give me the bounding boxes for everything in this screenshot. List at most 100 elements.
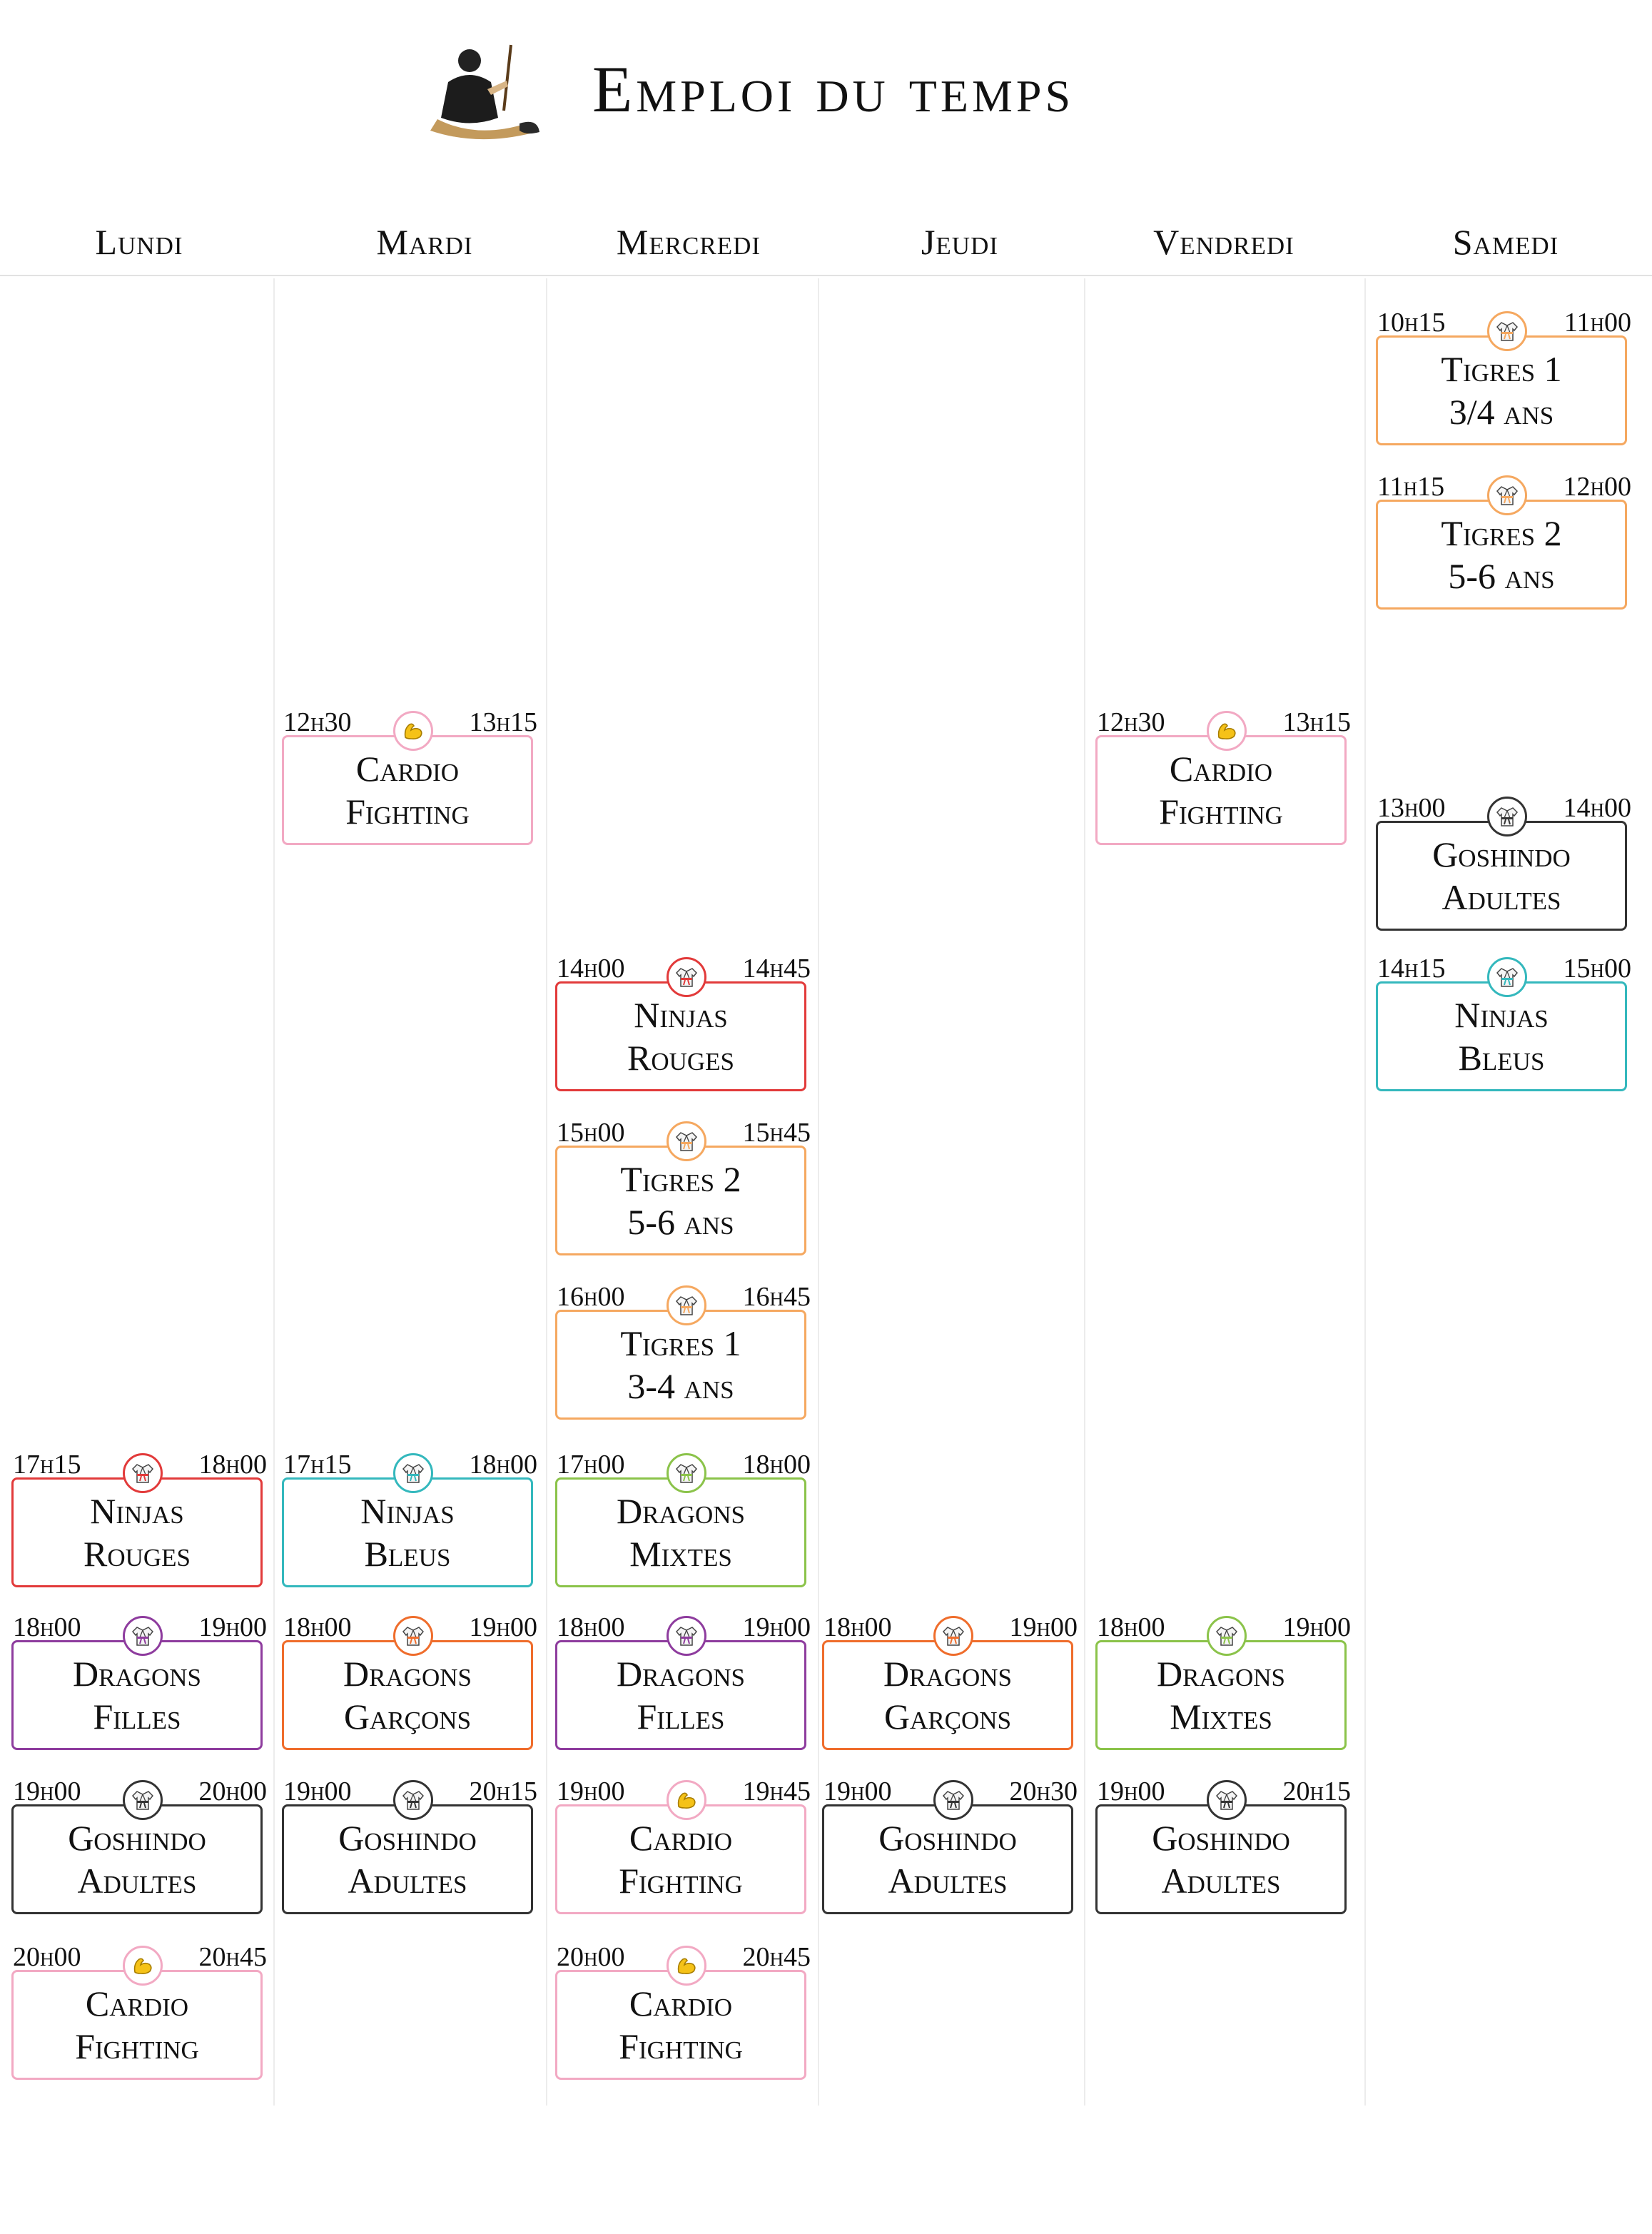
class-slot[interactable]: 15h00 15h45 Tigres 2 5-6 ans: [555, 1117, 812, 1255]
karate-gi-icon: [402, 1791, 425, 1810]
class-card[interactable]: Goshindo Adultes: [282, 1804, 533, 1914]
class-card[interactable]: Dragons Mixtes: [1095, 1640, 1347, 1750]
class-card[interactable]: Dragons Filles: [555, 1640, 806, 1750]
class-slot[interactable]: 18h00 19h00 Dragons Garçons: [822, 1612, 1079, 1750]
class-card[interactable]: Tigres 2 5-6 ans: [1376, 500, 1627, 610]
karate-gi-icon: [675, 1296, 698, 1315]
slot-end-time: 18h00: [198, 1450, 268, 1480]
class-name: Goshindo: [338, 1818, 477, 1858]
class-card[interactable]: Ninjas Rouges: [11, 1477, 263, 1587]
class-card[interactable]: Goshindo Adultes: [11, 1804, 263, 1914]
class-card[interactable]: Cardio Fighting: [1095, 735, 1347, 845]
class-slot[interactable]: 19h00 20h30 Goshindo Adultes: [822, 1776, 1079, 1914]
karate-gi-icon: [675, 968, 698, 987]
class-name: Goshindo: [1432, 834, 1571, 874]
class-slot[interactable]: 20h00 20h45 Cardio Fighting: [555, 1941, 812, 2080]
column-divider: [546, 278, 547, 2106]
class-name: Ninjas: [90, 1491, 184, 1531]
class-slot[interactable]: 20h00 20h45 Cardio Fighting: [11, 1941, 268, 2080]
slot-end-time: 19h00: [198, 1612, 268, 1642]
karate-gi-icon: [131, 1627, 154, 1646]
slot-end-time: 19h00: [1009, 1612, 1078, 1642]
class-slot[interactable]: 18h00 19h00 Dragons Garçons: [282, 1612, 539, 1750]
class-name: Cardio: [355, 749, 460, 789]
class-name: Goshindo: [878, 1818, 1017, 1858]
class-slot[interactable]: 17h15 18h00 Ninjas Rouges: [11, 1449, 268, 1587]
slot-end-time: 19h00: [742, 1612, 811, 1642]
class-name: Goshindo: [1152, 1818, 1290, 1858]
class-name: Cardio: [1169, 749, 1273, 789]
class-slot[interactable]: 14h15 15h00 Ninjas Bleus: [1376, 953, 1633, 1091]
class-slot[interactable]: 19h00 20h00 Goshindo Adultes: [11, 1776, 268, 1914]
class-card[interactable]: Cardio Fighting: [555, 1970, 806, 2080]
class-card[interactable]: Cardio Fighting: [11, 1970, 263, 2080]
class-slot[interactable]: 10h15 11h00 Tigres 1 3/4 ans: [1376, 307, 1633, 445]
class-subtitle: Rouges: [627, 1038, 735, 1078]
class-slot[interactable]: 14h00 14h45 Ninjas Rouges: [555, 953, 812, 1091]
slot-start-time: 18h00: [824, 1612, 892, 1642]
column-divider: [1364, 278, 1366, 2106]
class-slot[interactable]: 19h00 20h15 Goshindo Adultes: [1095, 1776, 1352, 1914]
martial-arts-badge: [933, 1780, 973, 1820]
class-subtitle: Fighting: [1159, 792, 1283, 832]
slot-end-time: 13h15: [469, 707, 538, 737]
karate-gi-icon: [131, 1791, 154, 1810]
class-slot[interactable]: 19h00 20h15 Goshindo Adultes: [282, 1776, 539, 1914]
karate-gi-icon: [1496, 968, 1519, 987]
class-slot[interactable]: 16h00 16h45 Tigres 1 3-4 ans: [555, 1281, 812, 1420]
class-subtitle: Fighting: [75, 2026, 199, 2066]
day-label-samedi: Samedi: [1452, 222, 1559, 262]
class-slot[interactable]: 18h00 19h00 Dragons Filles: [11, 1612, 268, 1750]
class-card[interactable]: Ninjas Bleus: [1376, 981, 1627, 1091]
slot-start-time: 16h00: [557, 1282, 625, 1312]
class-slot[interactable]: 18h00 19h00 Dragons Mixtes: [1095, 1612, 1352, 1750]
martial-arts-badge: [393, 1780, 433, 1820]
class-card[interactable]: Dragons Filles: [11, 1640, 263, 1750]
class-name: Dragons: [616, 1491, 746, 1531]
slot-start-time: 17h15: [13, 1450, 81, 1480]
class-card[interactable]: Dragons Mixtes: [555, 1477, 806, 1587]
class-name: Cardio: [629, 1983, 733, 2023]
class-card[interactable]: Cardio Fighting: [282, 735, 533, 845]
class-slot[interactable]: 11h15 12h00 Tigres 2 5-6 ans: [1376, 471, 1633, 610]
class-card[interactable]: Tigres 1 3-4 ans: [555, 1310, 806, 1420]
class-card[interactable]: Tigres 2 5-6 ans: [555, 1146, 806, 1255]
cardio-badge: [667, 1780, 706, 1820]
flexed-biceps-icon: [677, 1792, 696, 1809]
class-card[interactable]: Dragons Garçons: [282, 1640, 533, 1750]
class-name: Dragons: [72, 1654, 202, 1694]
class-slot[interactable]: 19h00 19h45 Cardio Fighting: [555, 1776, 812, 1914]
class-slot[interactable]: 17h15 18h00 Ninjas Bleus: [282, 1449, 539, 1587]
karate-gi-icon: [942, 1627, 965, 1646]
slot-start-time: 19h00: [1097, 1776, 1165, 1806]
martial-arts-badge: [123, 1453, 163, 1493]
class-card[interactable]: Dragons Garçons: [822, 1640, 1073, 1750]
class-slot[interactable]: 13h00 14h00 Goshindo Adultes: [1376, 792, 1633, 931]
class-card[interactable]: Goshindo Adultes: [1376, 821, 1627, 931]
day-label-mercredi: Mercredi: [616, 222, 761, 262]
class-subtitle: Mixtes: [629, 1534, 732, 1574]
class-subtitle: Bleus: [1458, 1038, 1545, 1078]
class-name: Cardio: [85, 1983, 189, 2023]
class-name: Tigres 2: [620, 1159, 741, 1199]
class-subtitle: Adultes: [888, 1861, 1008, 1901]
karate-gi-icon: [675, 1132, 698, 1151]
day-label-mardi: Mardi: [376, 222, 473, 262]
class-subtitle: Filles: [93, 1697, 181, 1737]
class-slot[interactable]: 12h30 13h15 Cardio Fighting: [1095, 707, 1352, 845]
class-card[interactable]: Goshindo Adultes: [822, 1804, 1073, 1914]
martial-arts-badge: [1487, 797, 1527, 837]
slot-end-time: 15h45: [742, 1118, 811, 1148]
class-card[interactable]: Goshindo Adultes: [1095, 1804, 1347, 1914]
class-slot[interactable]: 18h00 19h00 Dragons Filles: [555, 1612, 812, 1750]
class-subtitle: Garçons: [343, 1697, 472, 1737]
column-divider: [1084, 278, 1085, 2106]
class-card[interactable]: Ninjas Rouges: [555, 981, 806, 1091]
flexed-biceps-icon: [1217, 723, 1236, 739]
class-card[interactable]: Cardio Fighting: [555, 1804, 806, 1914]
class-slot[interactable]: 17h00 18h00 Dragons Mixtes: [555, 1449, 812, 1587]
class-card[interactable]: Ninjas Bleus: [282, 1477, 533, 1587]
class-slot[interactable]: 12h30 13h15 Cardio Fighting: [282, 707, 539, 845]
class-card[interactable]: Tigres 1 3/4 ans: [1376, 335, 1627, 445]
class-name: Dragons: [1156, 1654, 1286, 1694]
